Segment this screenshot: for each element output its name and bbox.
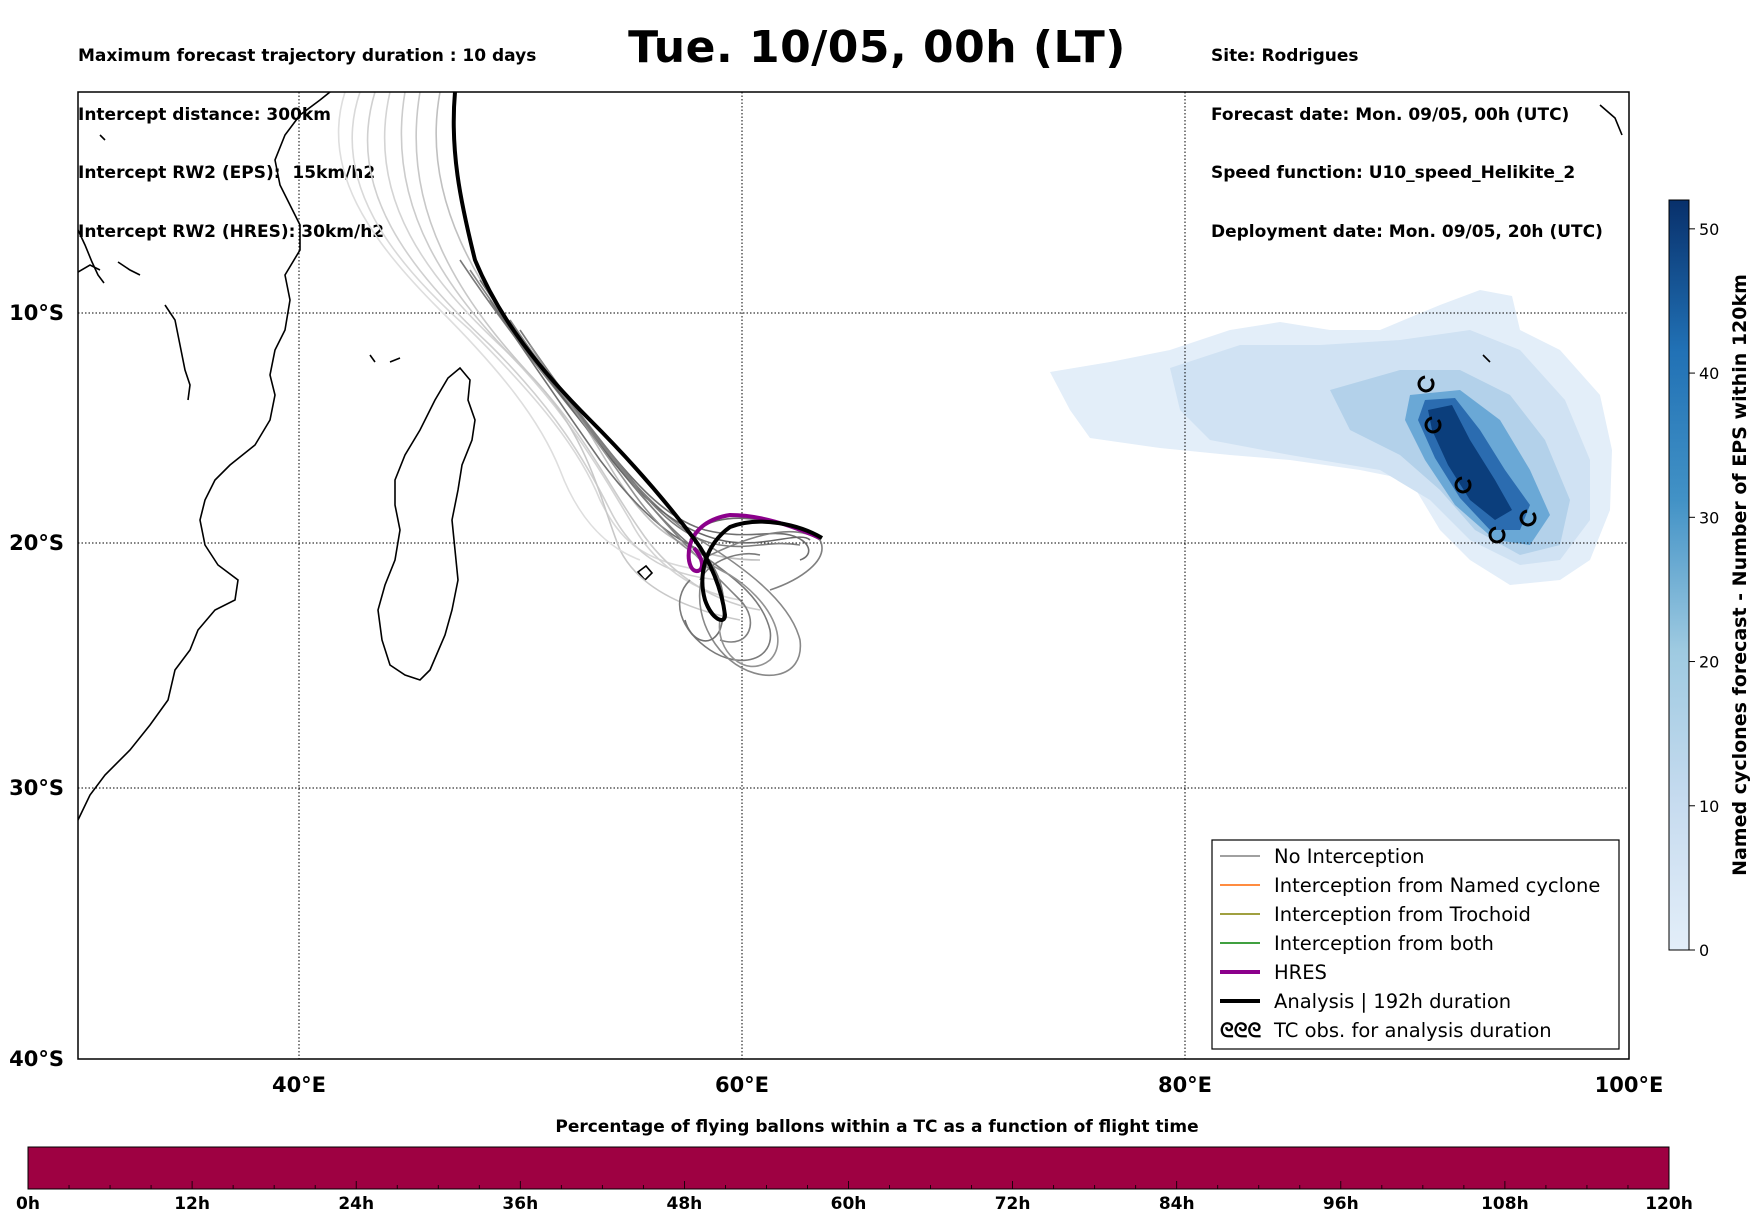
- flight-bar-tick-label: 60h: [831, 1194, 867, 1214]
- flight-bar-tick-label: 24h: [338, 1194, 374, 1214]
- cyclone-colorbar: 0 10 20 30 40 50 Named cyclones forecast - Nu…: [1668, 199, 1751, 960]
- header-info-right: Site: Rodrigues Forecast date: Mon. 09/0…: [1211, 8, 1603, 262]
- flight-bar-tick-label: 0h: [16, 1194, 40, 1214]
- analysis-trajectory: [451, 92, 824, 622]
- lon-tick-60: 60°E: [715, 1073, 769, 1097]
- colorbar-tick-label: 40: [1699, 364, 1719, 383]
- flight-bar-tick-label: 96h: [1323, 1194, 1359, 1214]
- colorbar-gradient: [1668, 199, 1690, 951]
- flight-bar-tick-label: 12h: [174, 1194, 210, 1214]
- lat-tick-20: 20°S: [9, 531, 64, 555]
- info-line-rw2-hres: Intercept RW2 (HRES): 30km/h2: [78, 221, 385, 242]
- lat-tick-40: 40°S: [9, 1047, 64, 1071]
- legend-label-tc-obs: TC obs. for analysis duration: [1273, 1019, 1552, 1042]
- lat-tick-30: 30°S: [9, 776, 64, 800]
- legend: No Interception Interception from Named …: [1211, 839, 1620, 1050]
- tc-obs-symbol: [1454, 476, 1472, 494]
- flight-bar-tick-label: 36h: [502, 1194, 538, 1214]
- colorbar-tick-label: 10: [1699, 797, 1719, 816]
- flight-bar-tick-label: 48h: [667, 1194, 703, 1214]
- flight-time-bar-ticks: 0h 12h 24h 36h 48h 60h 72h 84h 96h 108h 120h: [16, 1181, 1693, 1214]
- colorbar-tick-label: 0: [1699, 941, 1709, 960]
- legend-label-hres: HRES: [1274, 961, 1327, 984]
- legend-label-analysis: Analysis | 192h duration: [1274, 990, 1511, 1013]
- lat-tick-10: 10°S: [9, 301, 64, 325]
- hres-trajectory: [686, 512, 821, 574]
- ensemble-trajectories: [337, 92, 823, 677]
- gridlines: [78, 92, 1629, 1059]
- tc-observations: [1417, 375, 1537, 544]
- colorbar-tick-label: 30: [1699, 508, 1719, 527]
- colorbar-tick-label: 50: [1699, 220, 1719, 239]
- legend-swatch-tc-obs: ᘓᘓᘓ: [1220, 1019, 1261, 1042]
- info-line-deployment-date: Deployment date: Mon. 09/05, 20h (UTC): [1211, 221, 1603, 242]
- legend-label-named-cyclone: Interception from Named cyclone: [1274, 874, 1600, 897]
- flight-bar-title: Percentage of flying ballons within a TC…: [555, 1117, 1199, 1137]
- legend-label-no-interception: No Interception: [1274, 845, 1425, 868]
- tc-obs-symbol: [1488, 526, 1506, 544]
- info-line-forecast-date: Forecast date: Mon. 09/05, 00h (UTC): [1211, 104, 1570, 125]
- coastlines: [78, 92, 1623, 821]
- legend-box: [1211, 839, 1620, 1050]
- info-line-duration: Maximum forecast trajectory duration : 1…: [78, 46, 537, 66]
- lon-tick-40: 40°E: [272, 1073, 326, 1097]
- flight-bar-tick-label: 72h: [995, 1194, 1031, 1214]
- page-title: Tue. 10/05, 00h (LT): [628, 22, 1126, 73]
- flight-bar-tick-label: 108h: [1481, 1194, 1529, 1214]
- tc-obs-symbol: [1519, 509, 1537, 527]
- flight-bar-tick-label: 120h: [1645, 1194, 1693, 1214]
- colorbar-ticks: 0 10 20 30 40 50: [1689, 220, 1719, 960]
- info-line-speed-function: Speed function: U10_speed_Helikite_2: [1211, 163, 1576, 183]
- colorbar-title: Named cyclones forecast - Number of EPS …: [1729, 274, 1751, 876]
- map-frame: [77, 91, 1630, 1060]
- colorbar-tick-label: 20: [1699, 653, 1719, 672]
- map-area: [78, 92, 1629, 1059]
- cyclone-density-field: [1050, 290, 1612, 585]
- tc-obs-symbol: [1424, 416, 1442, 434]
- flight-bar-tick-label: 84h: [1159, 1194, 1195, 1214]
- tc-obs-symbol: [1417, 375, 1435, 393]
- lon-tick-80: 80°E: [1158, 1073, 1212, 1097]
- info-line-site: Site: Rodrigues: [1211, 46, 1359, 66]
- legend-label-both: Interception from both: [1274, 932, 1494, 955]
- legend-label-trochoid: Interception from Trochoid: [1274, 903, 1531, 926]
- lon-tick-100: 100°E: [1595, 1073, 1664, 1097]
- flight-time-bar: 0h 12h 24h 36h 48h 60h 72h 84h 96h 108h 120h: [16, 1146, 1693, 1214]
